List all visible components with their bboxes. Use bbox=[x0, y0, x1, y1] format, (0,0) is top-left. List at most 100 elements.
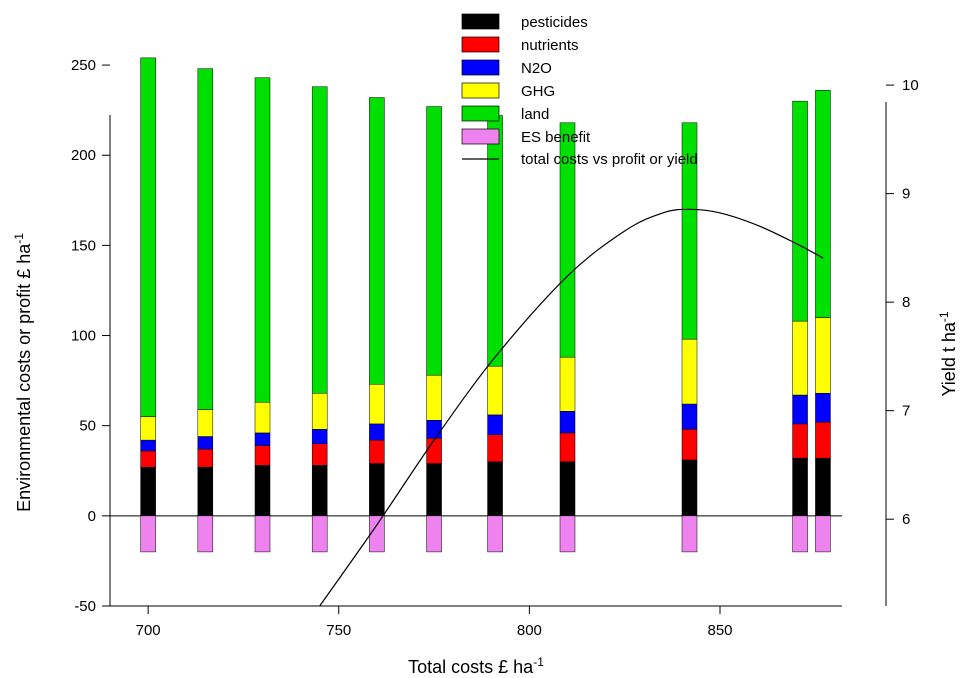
bar-land bbox=[311, 86, 328, 394]
bar-ghg bbox=[426, 374, 442, 421]
bar-pesticides bbox=[681, 459, 698, 517]
bar-n2o bbox=[140, 439, 156, 452]
bar-es-benefit bbox=[792, 515, 808, 553]
bar-es-benefit bbox=[426, 515, 442, 553]
bar-ghg bbox=[140, 416, 156, 441]
legend-label-line: total costs vs profit or yield bbox=[521, 151, 698, 168]
bar-es-benefit bbox=[559, 515, 576, 553]
y-tick-label: 250 bbox=[71, 57, 96, 74]
y2-tick-label: 10 bbox=[902, 77, 919, 94]
bar-n2o bbox=[311, 429, 328, 444]
y2-axis-title-sup: -1 bbox=[937, 311, 951, 322]
legend-swatch-land bbox=[461, 105, 500, 122]
bar-es-benefit bbox=[140, 515, 156, 553]
bar-pesticides bbox=[559, 461, 576, 517]
bar-pesticides bbox=[311, 465, 328, 517]
bar-pesticides bbox=[254, 465, 271, 517]
bar-nutrients bbox=[311, 443, 328, 466]
bar-nutrients bbox=[681, 429, 698, 461]
legend-swatch-n2o bbox=[461, 59, 500, 76]
legend-label-nutrients: nutrients bbox=[521, 37, 579, 54]
y-axis-title: Environmental costs or profit £ ha-1 bbox=[12, 233, 34, 512]
y2-axis-title: Yield t ha-1 bbox=[937, 311, 959, 396]
y-tick-label: -50 bbox=[74, 598, 96, 615]
bar-ghg bbox=[815, 317, 831, 394]
bar-pesticides bbox=[487, 461, 503, 517]
legend-label-n2o: N2O bbox=[521, 60, 552, 77]
bar-n2o bbox=[369, 423, 385, 441]
x-tick-label: 750 bbox=[326, 622, 351, 639]
bar-nutrients bbox=[140, 450, 156, 468]
bar-es-benefit bbox=[197, 515, 214, 553]
bar-pesticides bbox=[426, 463, 442, 517]
bar-land bbox=[559, 122, 576, 358]
legend-swatch-nutrients bbox=[461, 36, 500, 53]
line-total-costs bbox=[319, 208, 824, 607]
x-tick-label: 850 bbox=[707, 622, 732, 639]
y2-tick-label: 6 bbox=[902, 511, 910, 528]
bar-pesticides bbox=[140, 466, 156, 517]
bar-n2o bbox=[254, 432, 271, 446]
legend-swatch-pesticides bbox=[461, 13, 500, 30]
bar-land bbox=[254, 77, 271, 403]
y-tick-label: 150 bbox=[71, 237, 96, 254]
bar-n2o bbox=[487, 414, 503, 435]
bar-land bbox=[681, 122, 698, 340]
legend-label-ghg: GHG bbox=[521, 83, 555, 100]
bar-n2o bbox=[792, 394, 808, 425]
y-tick-label: 200 bbox=[71, 147, 96, 164]
bar-ghg bbox=[559, 356, 576, 412]
x-axis-title-sup: -1 bbox=[533, 655, 544, 669]
bar-es-benefit bbox=[681, 515, 698, 553]
bar-land bbox=[140, 57, 156, 417]
bar-pesticides bbox=[369, 463, 385, 517]
bar-es-benefit bbox=[254, 515, 271, 553]
bar-ghg bbox=[311, 392, 328, 430]
bar-nutrients bbox=[792, 423, 808, 459]
y-tick-label: 50 bbox=[79, 418, 96, 435]
bar-es-benefit bbox=[815, 515, 831, 553]
bar-es-benefit bbox=[487, 515, 503, 553]
legend-label-pesticides: pesticides bbox=[521, 14, 588, 31]
bar-es-benefit bbox=[369, 515, 385, 553]
bar-pesticides bbox=[815, 457, 831, 517]
bar-nutrients bbox=[254, 445, 271, 466]
y-tick-label: 0 bbox=[88, 508, 96, 525]
bar-ghg bbox=[792, 320, 808, 396]
bar-nutrients bbox=[369, 439, 385, 464]
legend-swatch-ghg bbox=[461, 82, 500, 99]
bar-n2o bbox=[426, 420, 442, 439]
bar-n2o bbox=[681, 403, 698, 430]
bar-nutrients bbox=[487, 434, 503, 463]
legend-label-land: land bbox=[521, 106, 549, 123]
y2-tick-label: 9 bbox=[902, 186, 910, 203]
bar-ghg bbox=[197, 409, 214, 437]
bar-ghg bbox=[369, 383, 385, 425]
bar-land bbox=[792, 100, 808, 322]
bar-pesticides bbox=[792, 457, 808, 517]
y-tick-label: 100 bbox=[71, 328, 96, 345]
bar-n2o bbox=[815, 392, 831, 423]
bar-ghg bbox=[254, 402, 271, 434]
bar-land bbox=[426, 106, 442, 376]
bar-nutrients bbox=[426, 438, 442, 464]
x-axis-title: Total costs £ ha-1 bbox=[408, 655, 544, 677]
y2-tick-label: 7 bbox=[902, 403, 910, 420]
bar-es-benefit bbox=[311, 515, 328, 553]
legend-swatch-es-benefit bbox=[461, 128, 500, 145]
legend-label-es-benefit: ES benefit bbox=[521, 129, 591, 146]
bar-nutrients bbox=[815, 421, 831, 459]
bar-land bbox=[487, 115, 503, 367]
y2-tick-label: 8 bbox=[902, 294, 910, 311]
bar-n2o bbox=[197, 436, 214, 450]
x-tick-label: 800 bbox=[517, 622, 542, 639]
bar-n2o bbox=[559, 411, 576, 434]
bar-nutrients bbox=[559, 432, 576, 463]
bar-pesticides bbox=[197, 466, 214, 517]
x-tick-label: 700 bbox=[136, 622, 161, 639]
bar-nutrients bbox=[197, 448, 214, 468]
bar-land bbox=[815, 90, 831, 318]
bar-land bbox=[197, 68, 214, 410]
